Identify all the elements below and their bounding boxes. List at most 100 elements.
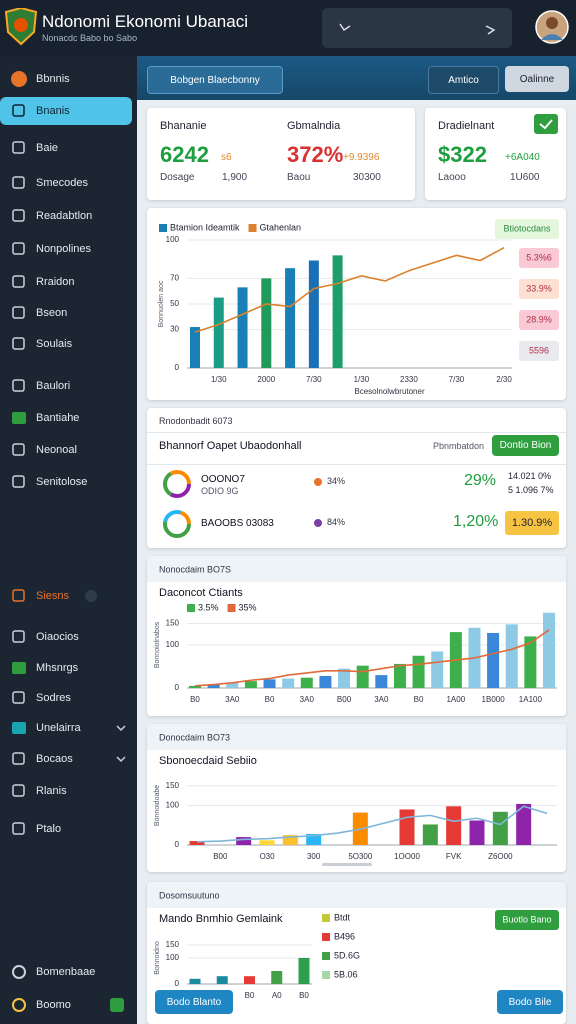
legend-swatch (322, 971, 330, 979)
table-action[interactable]: Dontio Bion (492, 435, 559, 456)
sidebar-icon (12, 176, 25, 189)
sidebar-item[interactable]: Readabtlon (6, 202, 130, 230)
sidebar-item[interactable]: Bantiahe (6, 404, 130, 432)
legend-label: 3.5% (198, 602, 219, 612)
sidebar-item[interactable]: Unelairra (6, 714, 130, 742)
icon-shape (12, 475, 25, 488)
annotation-pill (519, 310, 559, 330)
bar (189, 978, 201, 984)
sidebar-item[interactable]: Soulais (6, 330, 130, 358)
sidebar-item[interactable]: Mhsnrgs (6, 654, 130, 682)
chevron (116, 756, 126, 763)
stat-label: Gbmalndia (287, 120, 341, 132)
sidebar-item[interactable]: Neonoal (6, 436, 130, 464)
sidebar-item[interactable]: Bocaos (6, 745, 130, 773)
bar (236, 837, 252, 845)
sidebar-item[interactable]: Bomenbaae (6, 958, 130, 986)
icon-shape (12, 630, 25, 643)
x-axis-label: Bcesolnolwbrutoner (354, 387, 425, 396)
sidebar-item[interactable]: Boomo (6, 991, 130, 1019)
icon-shape (12, 443, 25, 456)
bar (244, 976, 255, 984)
bar (446, 806, 462, 845)
stat-label: Bhananie (160, 120, 207, 132)
row-value: 1,20% (453, 513, 499, 530)
chart-header: Nonocdaim BO7S (159, 564, 231, 574)
sidebar-icon (12, 275, 25, 288)
sidebar-item[interactable]: Rlanis (6, 777, 130, 805)
sidebar-label: Bomenbaae (36, 966, 96, 978)
toolbar-button[interactable]: Oalinne (505, 66, 569, 92)
row-detail: 14.021 0% (508, 471, 552, 481)
sidebar-item[interactable]: Nonpolines (6, 235, 130, 263)
bar (207, 684, 220, 688)
x-tick-label: B0 (299, 991, 309, 1000)
stat-sub-value: 1U600 (510, 172, 540, 183)
search-box[interactable] (322, 8, 512, 48)
sidebar-item[interactable]: Rraidon (6, 268, 130, 296)
sidebar-icon (12, 475, 25, 488)
footer-button[interactable]: Bodo Blanto (155, 990, 233, 1014)
sidebar-icon (12, 306, 25, 319)
bar (216, 976, 228, 984)
sidebar-item[interactable]: Ptalo (6, 815, 130, 843)
sidebar-item[interactable]: Bnanis (0, 97, 132, 125)
stat-value: 6242 (160, 142, 209, 167)
bar (332, 255, 343, 368)
footer-button[interactable]: Bodo Bile (497, 990, 563, 1014)
sidebar-label: Mhsnrgs (36, 662, 79, 674)
sidebar-icon (12, 691, 25, 704)
y-tick-label: 150 (166, 781, 180, 790)
sidebar-item[interactable]: Sodres (6, 684, 130, 712)
bar (543, 612, 555, 688)
bar (431, 651, 444, 688)
y-tick-label: 0 (175, 683, 180, 692)
bar (412, 655, 425, 688)
divider (147, 432, 566, 433)
sidebar-item[interactable]: Baie (6, 134, 130, 162)
toggle-shape (85, 590, 97, 602)
toolbar-button[interactable]: Amtico (428, 66, 499, 94)
bar (259, 840, 275, 845)
bar (263, 679, 276, 688)
bar (487, 632, 500, 688)
avatar[interactable] (535, 10, 569, 44)
sidebar-item[interactable]: Smecodes (6, 169, 130, 197)
sidebar-item[interactable]: Bbnnis (6, 65, 130, 93)
x-tick-label: B00 (213, 852, 228, 861)
x-tick-label: 3A0 (374, 695, 389, 704)
stat-value: 372% (287, 142, 344, 167)
bar (492, 811, 508, 845)
x-tick-label: B0 (245, 991, 255, 1000)
table-card: Rnodonbadit 6073 Bhannorf Oapet Ubaodonh… (147, 408, 566, 548)
y-axis-label: Bonnuolen aoc (158, 280, 165, 327)
bar (285, 268, 296, 368)
sidebar-label: Neonoal (36, 444, 77, 456)
y-tick-label: 0 (175, 840, 180, 849)
x-tick-label: 1/30 (354, 375, 370, 384)
y-tick-label: 30 (170, 325, 179, 334)
bar (282, 678, 295, 688)
row-pct: 84% (327, 517, 346, 527)
chart-badge (495, 910, 559, 930)
sidebar-item[interactable]: Baulori (6, 372, 130, 400)
row-sub: ODIO 9G (201, 486, 239, 496)
sidebar-label: Readabtlon (36, 210, 93, 222)
icon-shape (12, 275, 25, 288)
row-dot (314, 478, 322, 486)
stat-sub-value: 1,900 (222, 172, 248, 183)
stat-label: Dradielnant (438, 120, 495, 132)
y-axis-label: Bonnoidno (154, 941, 161, 975)
search-icons (339, 23, 496, 35)
sidebar-label: Baie (36, 142, 59, 154)
icon-shape (12, 306, 25, 319)
x-tick-label: O30 (259, 852, 275, 861)
sidebar-item[interactable]: Senitolose (6, 468, 130, 496)
sidebar-item[interactable]: Oiaocios (6, 623, 130, 651)
x-tick-label: 1B000 (482, 695, 506, 704)
chart-card: Donocdaim BO73 Sbonoecdaid Sebiio 0 100 150 B… (147, 724, 566, 872)
sidebar-item[interactable]: Bseon (6, 299, 130, 327)
sidebar-item[interactable]: Siesns (6, 582, 130, 610)
toolbar-button[interactable]: Bobgen Blaecbonny (147, 66, 283, 94)
